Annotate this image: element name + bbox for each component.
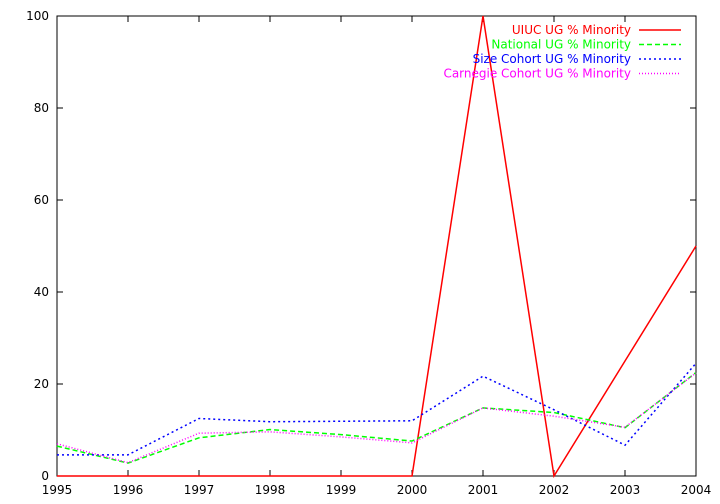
x-tick-label: 2003 — [610, 483, 641, 497]
x-tick-label: 1997 — [184, 483, 215, 497]
y-tick-label: 0 — [41, 469, 49, 483]
legend-label: Carnegie Cohort UG % Minority — [443, 67, 631, 81]
legend-label: Size Cohort UG % Minority — [473, 52, 631, 66]
x-axis: 1995 1996 1997 1998 1999 2000 2001 2002 2003 2004 — [42, 16, 712, 497]
series-line-2 — [56, 371, 697, 464]
x-tick-label: 1999 — [326, 483, 357, 497]
x-tick-label: 2002 — [539, 483, 570, 497]
x-tick-label: 2004 — [681, 483, 712, 497]
x-tick-label: 1996 — [113, 483, 144, 497]
y-tick-label: 60 — [34, 193, 49, 207]
series-line-4 — [56, 372, 697, 464]
legend-label: National UG % Minority — [491, 38, 631, 52]
y-tick-label: 40 — [34, 285, 49, 299]
y-tick-label: 80 — [34, 101, 49, 115]
series-line-3 — [57, 362, 697, 456]
y-tick-label: 20 — [34, 377, 49, 391]
x-tick-label: 2001 — [468, 483, 499, 497]
series-layer — [56, 15, 697, 479]
x-tick-label: 2000 — [397, 483, 428, 497]
plot-frame — [56, 15, 697, 477]
x-tick-label: 1998 — [255, 483, 286, 497]
plot-border — [56, 15, 697, 477]
x-tick-label: 1995 — [42, 483, 73, 497]
legend-label: UIUC UG % Minority — [512, 23, 631, 37]
y-axis: 0 20 40 60 80 100 — [26, 9, 696, 483]
y-tick-label: 100 — [26, 9, 49, 23]
series-line-1 — [57, 15, 697, 479]
